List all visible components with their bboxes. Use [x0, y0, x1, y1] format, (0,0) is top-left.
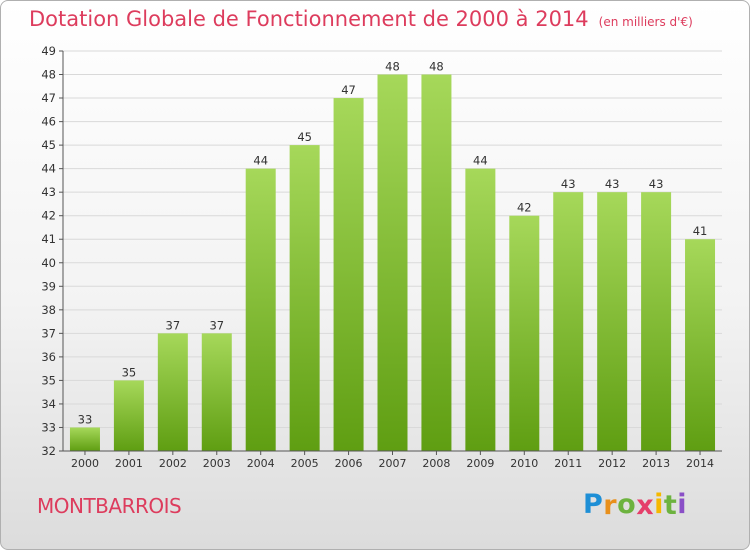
bar-2010 [509, 215, 540, 451]
x-tick-label-2007: 2007 [379, 457, 407, 470]
bar-2013 [641, 192, 672, 452]
bar-2000 [69, 427, 100, 451]
bar-2003 [201, 333, 232, 451]
x-axis-ticks: 2000 2001 2002 2003 2004 2005 2006 2007 2008 2009… [71, 451, 714, 470]
y-tick-label: 48 [41, 68, 56, 82]
x-tick-label-2009: 2009 [466, 457, 494, 470]
bar-2008 [421, 74, 452, 451]
data-label-2001: 35 [122, 365, 137, 379]
proxiti-logo: Proxiti [583, 489, 688, 521]
chart-title: Dotation Globale de Fonctionnement de 20… [29, 7, 693, 31]
bar-2001 [113, 380, 144, 451]
data-labels: 33 35 37 37 44 45 47 48 48 44 42 43 43 43 41 [78, 60, 708, 427]
logo-letter: i [654, 489, 664, 520]
bar-2002 [157, 333, 188, 451]
data-label-2011: 43 [561, 177, 576, 191]
y-tick-label: 33 [41, 420, 56, 434]
x-tick-label-2004: 2004 [247, 457, 275, 470]
data-label-2007: 48 [385, 60, 400, 74]
x-tick-label-2013: 2013 [642, 457, 670, 470]
y-tick-label: 41 [41, 232, 56, 246]
x-tick-label-2000: 2000 [71, 457, 99, 470]
logo-letter: o [617, 489, 637, 520]
y-tick-label: 47 [41, 91, 56, 105]
x-tick-label-2002: 2002 [159, 457, 187, 470]
bar-2004 [245, 168, 276, 451]
logo-letter: r [603, 490, 618, 521]
data-label-2003: 37 [209, 318, 224, 332]
x-tick-label-2008: 2008 [422, 457, 450, 470]
y-tick-label: 36 [41, 350, 56, 364]
y-tick-label: 39 [41, 279, 56, 293]
chart-subtitle: (en milliers d'€) [598, 15, 693, 29]
x-tick-label-2012: 2012 [598, 457, 626, 470]
bar-2009 [465, 168, 496, 451]
x-tick-label-2003: 2003 [203, 457, 231, 470]
chart-title-text: Dotation Globale de Fonctionnement de 20… [29, 7, 589, 31]
bar-2005 [289, 145, 320, 451]
y-tick-label: 37 [41, 326, 56, 340]
bar-2011 [553, 192, 584, 452]
x-tick-label-2010: 2010 [510, 457, 538, 470]
logo-letter: t [663, 490, 678, 521]
bar-2012 [597, 192, 628, 452]
x-tick-label-2005: 2005 [291, 457, 319, 470]
x-tick-label-2011: 2011 [554, 457, 582, 470]
data-label-2000: 33 [78, 412, 93, 426]
data-label-2002: 37 [166, 318, 181, 332]
y-tick-label: 44 [41, 162, 56, 176]
bars [69, 74, 716, 452]
y-tick-label: 46 [41, 115, 56, 129]
x-tick-label-2001: 2001 [115, 457, 143, 470]
y-tick-label: 43 [41, 185, 56, 199]
logo-letter: P [583, 489, 604, 520]
data-label-2013: 43 [649, 177, 664, 191]
y-tick-label: 42 [41, 209, 56, 223]
y-tick-label: 35 [41, 373, 56, 387]
bar-2006 [333, 98, 364, 451]
y-tick-label: 32 [41, 444, 56, 458]
data-label-2009: 44 [473, 154, 488, 168]
y-axis-ticks: 32 33 34 35 36 37 38 39 40 41 42 43 44 45 46 47 48 49 [41, 44, 63, 458]
data-label-2012: 43 [605, 177, 620, 191]
data-label-2010: 42 [517, 201, 532, 215]
y-tick-label: 40 [41, 256, 56, 270]
y-tick-label: 49 [41, 44, 56, 58]
commune-name: MONTBARROIS [37, 494, 182, 518]
data-label-2008: 48 [429, 60, 444, 74]
x-tick-label-2014: 2014 [686, 457, 714, 470]
data-label-2004: 44 [253, 154, 268, 168]
logo-letter: x [636, 490, 655, 521]
y-tick-label: 34 [41, 397, 56, 411]
data-label-2014: 41 [693, 224, 708, 238]
y-tick-label: 38 [41, 303, 56, 317]
bar-2014 [685, 239, 716, 451]
logo-letter: i [677, 489, 688, 520]
data-label-2006: 47 [341, 83, 356, 97]
x-tick-label-2006: 2006 [335, 457, 363, 470]
data-label-2005: 45 [297, 130, 312, 144]
bar-2007 [377, 74, 408, 451]
y-tick-label: 45 [41, 138, 56, 152]
